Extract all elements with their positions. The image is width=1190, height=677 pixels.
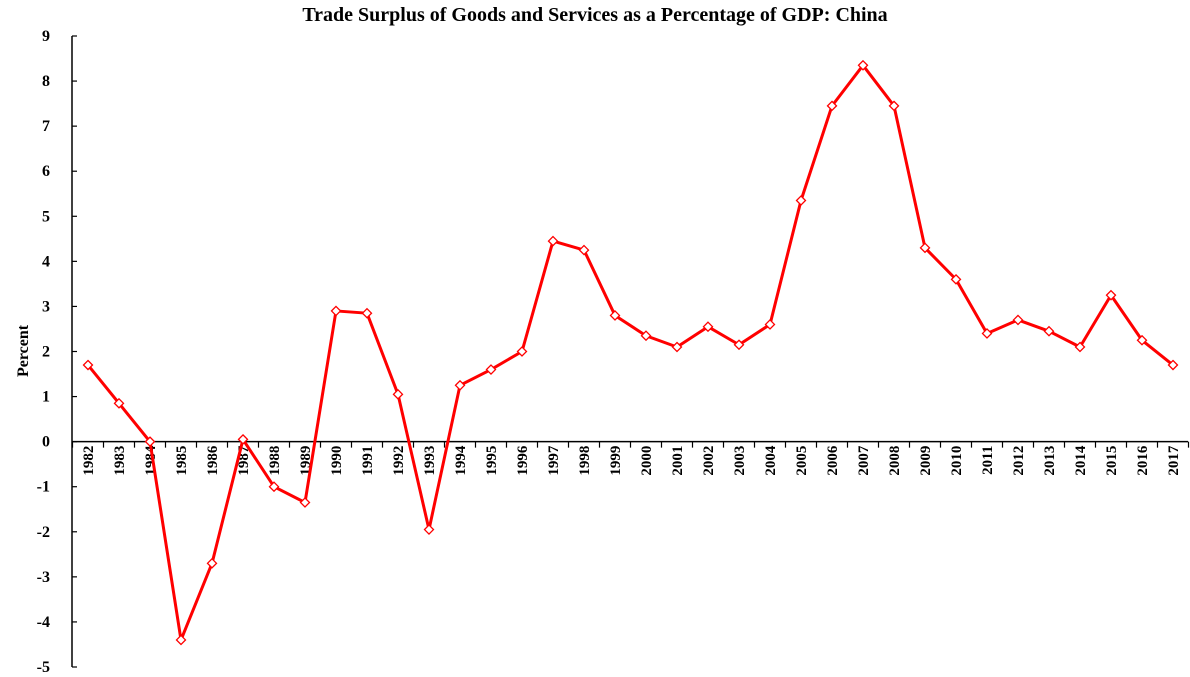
data-point: [888, 100, 900, 112]
x-tick-label: 2001: [670, 446, 686, 476]
y-tick-label: 2: [42, 344, 50, 361]
x-tick-label: 2015: [1104, 446, 1120, 476]
series-line: [86, 63, 1174, 642]
x-tick-label: 1986: [205, 445, 221, 476]
x-tick-label: 1993: [422, 446, 438, 476]
y-tick-label: 3: [42, 298, 50, 315]
y-tick-label: 1: [42, 389, 50, 406]
y-tick-label: 7: [42, 118, 50, 135]
data-point: [764, 319, 776, 330]
y-tick-label: 9: [42, 28, 50, 45]
y-tick-label: -2: [37, 524, 50, 541]
data-point: [206, 557, 218, 569]
data-point: [1043, 325, 1055, 337]
x-tick-label: 2005: [794, 446, 810, 476]
data-point: [423, 524, 435, 535]
data-point: [857, 59, 869, 71]
x-tick-label: 2017: [1166, 445, 1182, 476]
data-point: [919, 242, 931, 254]
x-tick-label: 2012: [1011, 446, 1027, 476]
data-point: [485, 364, 497, 375]
y-tick-label: -5: [37, 659, 50, 676]
x-tick-label: 2002: [701, 446, 717, 476]
data-point: [1074, 341, 1086, 353]
chart-title: Trade Surplus of Goods and Services as a…: [302, 4, 888, 26]
x-tick-label: 2007: [856, 445, 872, 476]
x-tick-label: 2006: [825, 445, 841, 476]
data-point: [950, 273, 962, 285]
data-point: [268, 481, 280, 493]
x-tick-label: 1999: [608, 446, 624, 476]
data-point: [609, 310, 621, 321]
data-point: [702, 321, 714, 333]
x-tick-label: 2003: [732, 446, 748, 476]
y-tick-label: 0: [42, 434, 50, 451]
x-tick-label: 1988: [267, 446, 283, 476]
x-tick-label: 2004: [763, 445, 779, 476]
y-tick-label: 6: [42, 163, 50, 180]
x-tick-label: 2009: [918, 446, 934, 476]
data-point: [578, 244, 590, 256]
y-tick-label: 4: [42, 253, 50, 270]
series-layer: [82, 59, 1179, 646]
data-point: [516, 346, 528, 357]
y-tick-label: 8: [42, 73, 50, 90]
x-tick-label: 1994: [453, 445, 469, 476]
data-point: [330, 305, 342, 317]
data-point: [1012, 314, 1024, 326]
data-point: [299, 497, 311, 508]
data-point: [237, 433, 249, 445]
data-point: [671, 341, 683, 353]
x-tick-label: 2008: [887, 446, 903, 476]
data-point: [1105, 289, 1117, 301]
data-point: [826, 100, 838, 112]
x-tick-label: 2010: [949, 446, 965, 476]
x-tick-label: 1985: [174, 446, 190, 476]
data-point: [547, 235, 559, 247]
y-tick-label: -3: [37, 569, 50, 586]
data-point: [175, 634, 187, 646]
data-point: [454, 379, 466, 391]
data-point: [795, 195, 807, 206]
data-point: [1136, 334, 1148, 346]
axes: [71, 35, 1190, 668]
x-tick-label: 1982: [81, 446, 97, 476]
y-tick-label: -4: [37, 614, 50, 631]
x-tick-label: 1992: [391, 446, 407, 476]
data-point: [113, 397, 125, 409]
y-tick-label: 5: [42, 208, 50, 225]
x-tick-label: 1997: [546, 445, 562, 476]
y-tick-label: -1: [37, 479, 50, 496]
data-point: [733, 339, 745, 351]
x-tick-label: 2013: [1042, 446, 1058, 476]
x-tick-label: 1990: [329, 446, 345, 476]
x-tick-label: 2011: [980, 446, 996, 475]
x-tick-label: 1991: [360, 446, 376, 476]
data-point: [640, 330, 652, 342]
data-point: [392, 388, 404, 400]
x-tick-label: 2014: [1073, 445, 1089, 476]
x-tick-label: 1995: [484, 446, 500, 476]
x-tick-label: 1983: [112, 446, 128, 476]
data-point: [82, 359, 94, 371]
x-tick-label: 1998: [577, 446, 593, 476]
x-tick-label: 2016: [1135, 445, 1151, 476]
x-tick-label: 1996: [515, 445, 531, 476]
data-point: [144, 436, 156, 448]
x-tick-label: 2000: [639, 446, 655, 476]
data-point: [1167, 359, 1179, 371]
data-point: [981, 328, 993, 339]
data-point: [361, 307, 373, 319]
